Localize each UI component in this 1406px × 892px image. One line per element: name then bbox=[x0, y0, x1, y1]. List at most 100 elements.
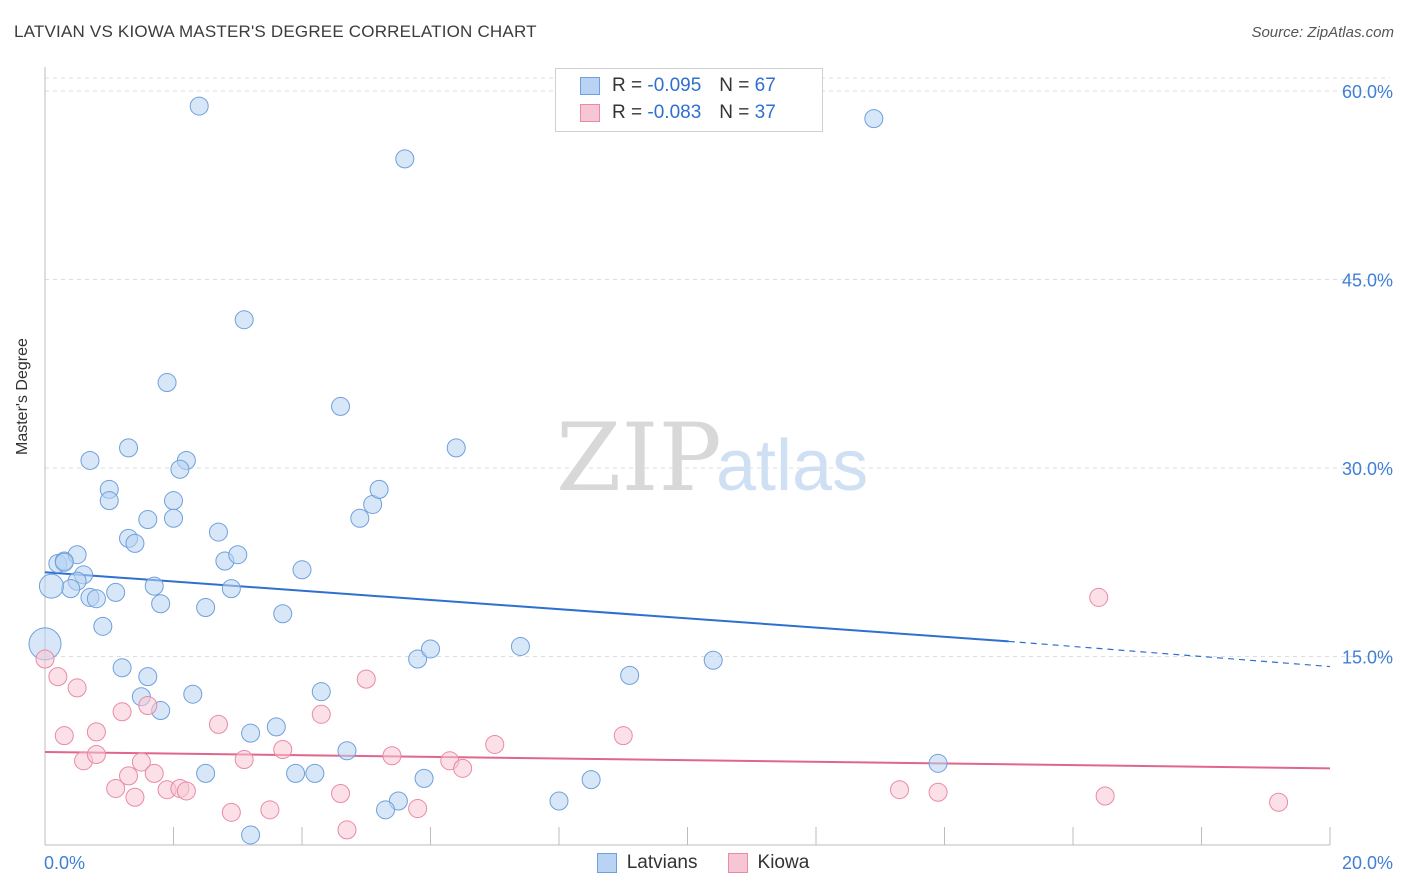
point-latvians bbox=[928, 753, 948, 773]
point-kiowa bbox=[54, 726, 74, 746]
point-kiowa bbox=[453, 758, 473, 778]
legend-swatch-kiowa bbox=[727, 853, 748, 873]
point-latvians bbox=[581, 770, 601, 790]
point-latvians bbox=[119, 438, 139, 458]
point-kiowa bbox=[260, 800, 280, 820]
legend-row-latvians: R = -0.095 N = 67 bbox=[580, 74, 776, 98]
point-latvians bbox=[112, 658, 132, 678]
point-kiowa bbox=[131, 752, 151, 772]
point-kiowa bbox=[125, 787, 145, 807]
point-kiowa bbox=[928, 782, 948, 802]
point-kiowa bbox=[408, 799, 428, 819]
point-kiowa bbox=[119, 766, 139, 786]
trend-lines bbox=[44, 571, 1331, 770]
point-kiowa bbox=[890, 780, 910, 800]
legend-n-label: N = bbox=[719, 102, 750, 123]
tick-labels: 15.0% 30.0% 45.0% 60.0% 0.0% 20.0% bbox=[44, 82, 1393, 873]
point-latvians bbox=[93, 616, 113, 636]
point-kiowa bbox=[48, 667, 68, 687]
point-kiowa bbox=[221, 802, 241, 822]
point-latvians bbox=[61, 579, 81, 599]
point-latvians bbox=[266, 717, 286, 737]
point-latvians bbox=[510, 636, 530, 656]
point-latvians bbox=[395, 149, 415, 169]
point-kiowa bbox=[138, 696, 158, 716]
point-latvians bbox=[228, 545, 248, 565]
point-kiowa bbox=[106, 778, 126, 798]
series-legend: Latvians Kiowa bbox=[0, 852, 1406, 874]
watermark-zip: ZIP bbox=[556, 404, 722, 513]
y-tick-label: 15.0% bbox=[1342, 648, 1393, 668]
point-latvians bbox=[286, 763, 306, 783]
point-kiowa bbox=[311, 704, 331, 724]
point-latvians bbox=[151, 594, 171, 614]
point-latvians bbox=[196, 597, 216, 617]
x-tick-label: 20.0% bbox=[1342, 853, 1393, 873]
point-latvians bbox=[292, 560, 312, 580]
point-latvians bbox=[414, 768, 434, 788]
legend-item-kiowa: Kiowa bbox=[727, 852, 810, 874]
point-latvians bbox=[189, 96, 209, 116]
y-axis-label: Master's Degree bbox=[14, 338, 31, 455]
point-kiowa bbox=[176, 781, 196, 801]
point-kiowa bbox=[67, 678, 87, 698]
point-kiowa bbox=[337, 820, 357, 840]
trend-line-latvians bbox=[44, 571, 1009, 643]
point-latvians bbox=[241, 825, 261, 845]
point-latvians bbox=[54, 552, 74, 572]
chart-title: LATVIAN VS KIOWA MASTER'S DEGREE CORRELA… bbox=[14, 22, 537, 41]
legend-swatch-latvians bbox=[596, 853, 617, 873]
point-latvians bbox=[350, 508, 370, 528]
point-kiowa bbox=[144, 763, 164, 783]
point-latvians bbox=[408, 649, 428, 669]
point-kiowa bbox=[613, 726, 633, 746]
point-latvians bbox=[196, 763, 216, 783]
point-latvians bbox=[241, 723, 261, 743]
legend-row-kiowa: R = -0.083 N = 37 bbox=[580, 101, 776, 125]
legend-r-value: -0.095 bbox=[647, 75, 702, 96]
point-latvians bbox=[138, 510, 158, 530]
point-kiowa bbox=[35, 649, 55, 669]
point-kiowa bbox=[331, 783, 351, 803]
point-latvians bbox=[376, 800, 396, 820]
point-latvians bbox=[549, 791, 569, 811]
point-latvians bbox=[157, 373, 177, 393]
y-tick-label: 45.0% bbox=[1342, 271, 1393, 291]
point-latvians bbox=[164, 508, 183, 528]
point-latvians bbox=[620, 665, 640, 685]
y-tick-label: 30.0% bbox=[1342, 459, 1393, 479]
point-latvians bbox=[138, 667, 158, 687]
point-latvians bbox=[144, 576, 164, 596]
correlation-legend: R = -0.095 N = 67 R = -0.083 N = 37 bbox=[555, 68, 823, 132]
legend-r-label: R = bbox=[612, 102, 643, 123]
trend-line-kiowa bbox=[44, 751, 1331, 770]
point-latvians bbox=[183, 684, 203, 704]
trend-line-extension bbox=[1008, 640, 1331, 668]
point-latvians bbox=[421, 639, 440, 659]
point-latvians bbox=[99, 491, 119, 511]
legend-r-value: -0.083 bbox=[647, 102, 702, 123]
point-kiowa bbox=[1089, 587, 1109, 607]
point-kiowa bbox=[112, 702, 132, 722]
point-latvians bbox=[234, 310, 254, 330]
point-latvians bbox=[311, 682, 331, 702]
grid-lines bbox=[45, 77, 1390, 657]
x-tick-label: 0.0% bbox=[44, 853, 85, 873]
data-points bbox=[28, 96, 1289, 845]
point-latvians bbox=[80, 450, 100, 470]
point-kiowa bbox=[356, 669, 376, 689]
legend-swatch-kiowa bbox=[580, 104, 600, 122]
point-kiowa bbox=[485, 734, 505, 754]
point-latvians bbox=[305, 763, 325, 783]
point-latvians bbox=[703, 650, 723, 670]
watermark: ZIP atlas bbox=[556, 404, 868, 513]
point-latvians bbox=[170, 459, 190, 479]
axes bbox=[44, 67, 1331, 846]
point-kiowa bbox=[273, 739, 293, 759]
point-kiowa bbox=[1269, 792, 1289, 812]
legend-n-value: 37 bbox=[754, 102, 776, 123]
legend-label-kiowa: Kiowa bbox=[757, 852, 810, 873]
point-kiowa bbox=[1095, 786, 1115, 806]
point-latvians bbox=[86, 589, 106, 609]
